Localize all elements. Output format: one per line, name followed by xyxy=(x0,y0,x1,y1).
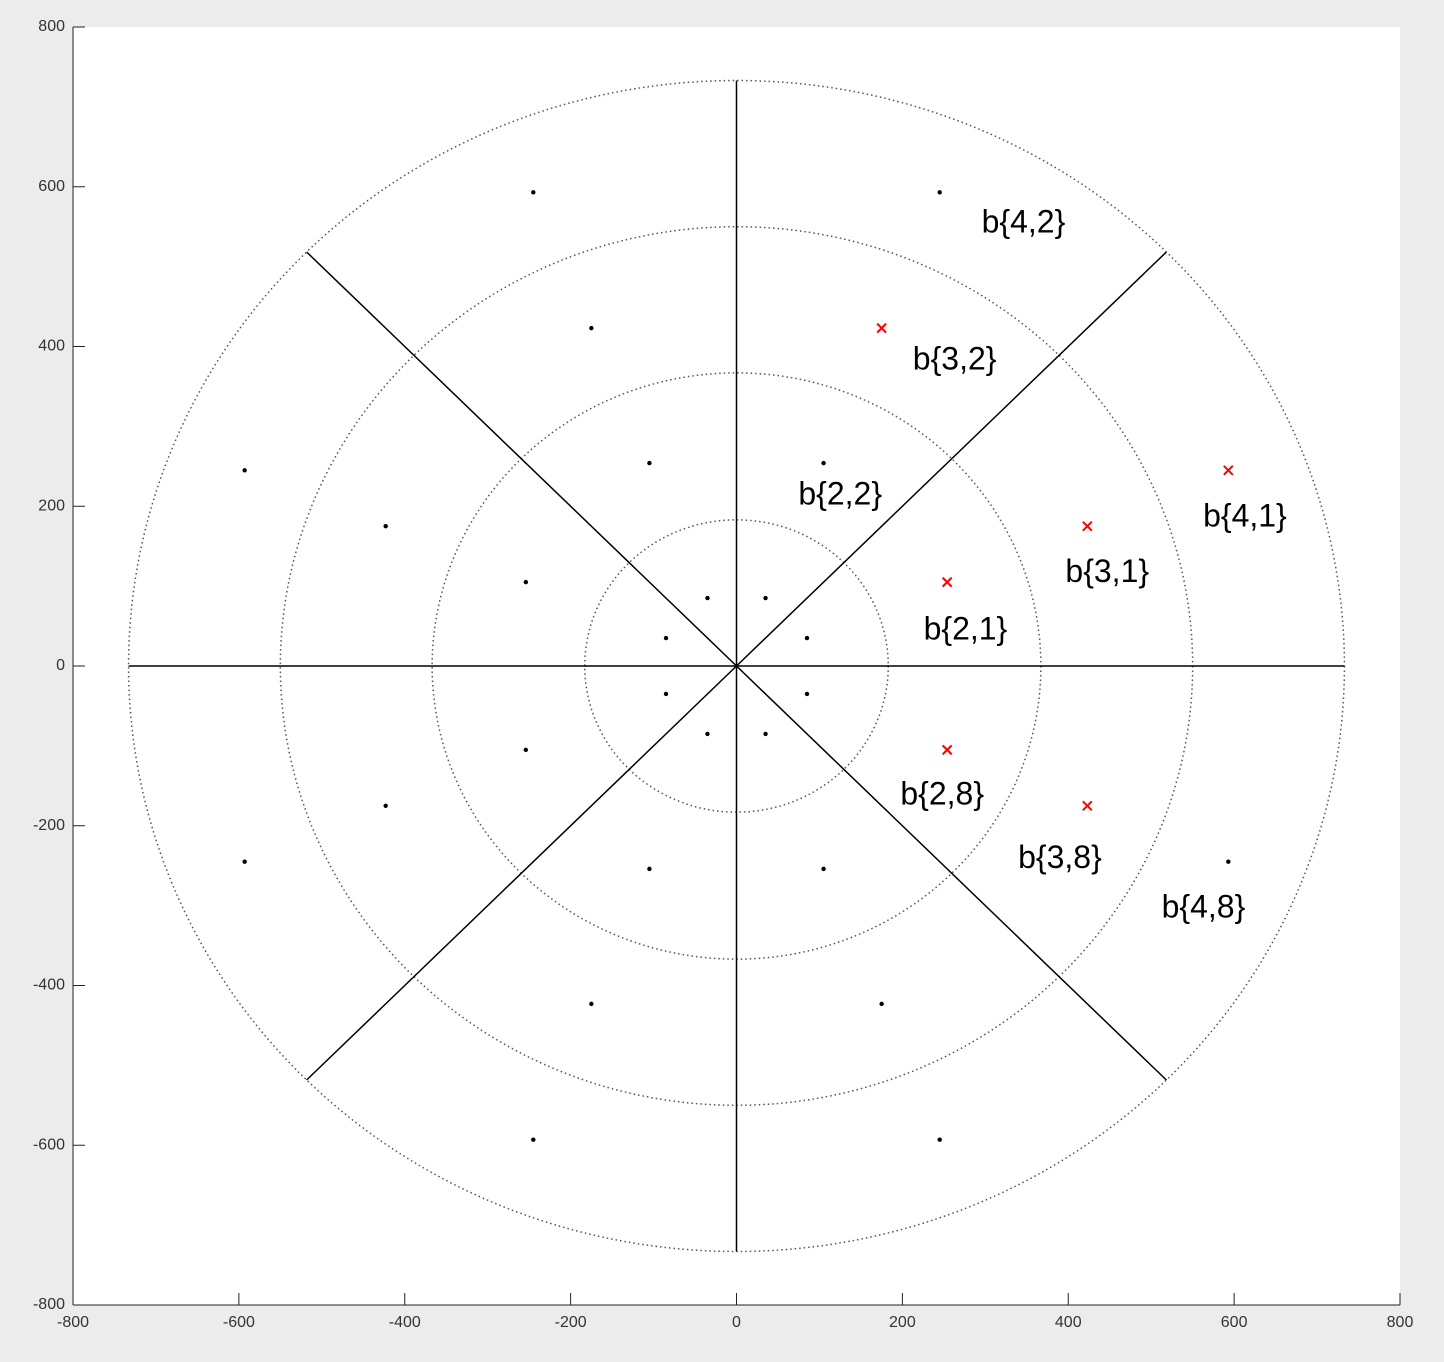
spoke xyxy=(735,665,1167,1081)
x-tick-label: -800 xyxy=(57,1314,89,1331)
y-tick-label: -200 xyxy=(33,817,65,834)
cross-marker xyxy=(941,576,953,588)
annotation: b{2,8} xyxy=(900,776,984,812)
annotation: b{3,8} xyxy=(1018,839,1102,875)
point xyxy=(763,595,768,601)
y-tick-label: 200 xyxy=(38,497,65,514)
point xyxy=(821,460,826,466)
x-tick-label: 800 xyxy=(1387,1314,1414,1331)
annotation: b{4,1} xyxy=(1203,498,1287,534)
annotation: b{2,1} xyxy=(924,610,1008,646)
point xyxy=(879,1001,884,1007)
point xyxy=(1226,859,1231,864)
point xyxy=(383,524,388,529)
point xyxy=(589,1001,594,1007)
point xyxy=(705,731,710,737)
point xyxy=(589,325,594,331)
point xyxy=(531,190,536,195)
point xyxy=(242,468,247,473)
cross-marker xyxy=(1223,465,1234,476)
point xyxy=(647,866,652,872)
point xyxy=(937,1137,942,1142)
spoke xyxy=(735,251,1167,667)
annotation: b{3,2} xyxy=(913,340,997,376)
annotation: b{4,2} xyxy=(982,204,1066,240)
point xyxy=(663,635,669,641)
spoke xyxy=(306,665,738,1081)
point xyxy=(523,747,529,753)
point xyxy=(647,460,652,466)
cross-marker xyxy=(941,744,953,756)
x-tick-label: -400 xyxy=(389,1314,421,1331)
y-tick-label: -800 xyxy=(33,1296,65,1313)
x-tick-label: 400 xyxy=(1055,1314,1082,1331)
y-tick-label: 0 xyxy=(56,657,65,674)
point xyxy=(804,691,810,697)
annotation: b{4,8} xyxy=(1162,888,1246,924)
annotation: b{2,2} xyxy=(798,475,882,511)
point xyxy=(763,731,768,737)
y-tick-label: 800 xyxy=(38,18,65,35)
point xyxy=(383,803,388,808)
point xyxy=(937,190,942,195)
point xyxy=(523,579,529,585)
x-tick-label: 200 xyxy=(889,1314,916,1331)
x-tick-label: -200 xyxy=(555,1314,587,1331)
point xyxy=(531,1137,536,1142)
cross-marker xyxy=(1082,800,1093,811)
spoke xyxy=(306,251,738,667)
y-tick-label: -400 xyxy=(33,977,65,994)
cross-marker xyxy=(1082,521,1093,532)
y-tick-label: 600 xyxy=(38,178,65,195)
y-tick-label: -600 xyxy=(33,1136,65,1153)
cross-marker xyxy=(876,322,887,334)
point xyxy=(242,859,247,864)
x-tick-label: -600 xyxy=(223,1314,255,1331)
x-tick-label: 0 xyxy=(732,1314,741,1331)
y-tick-label: 400 xyxy=(38,338,65,355)
point xyxy=(804,635,810,641)
point xyxy=(705,595,710,601)
point xyxy=(821,866,826,872)
point xyxy=(663,691,669,697)
x-tick-label: 600 xyxy=(1221,1314,1248,1331)
annotation: b{3,1} xyxy=(1065,553,1149,589)
